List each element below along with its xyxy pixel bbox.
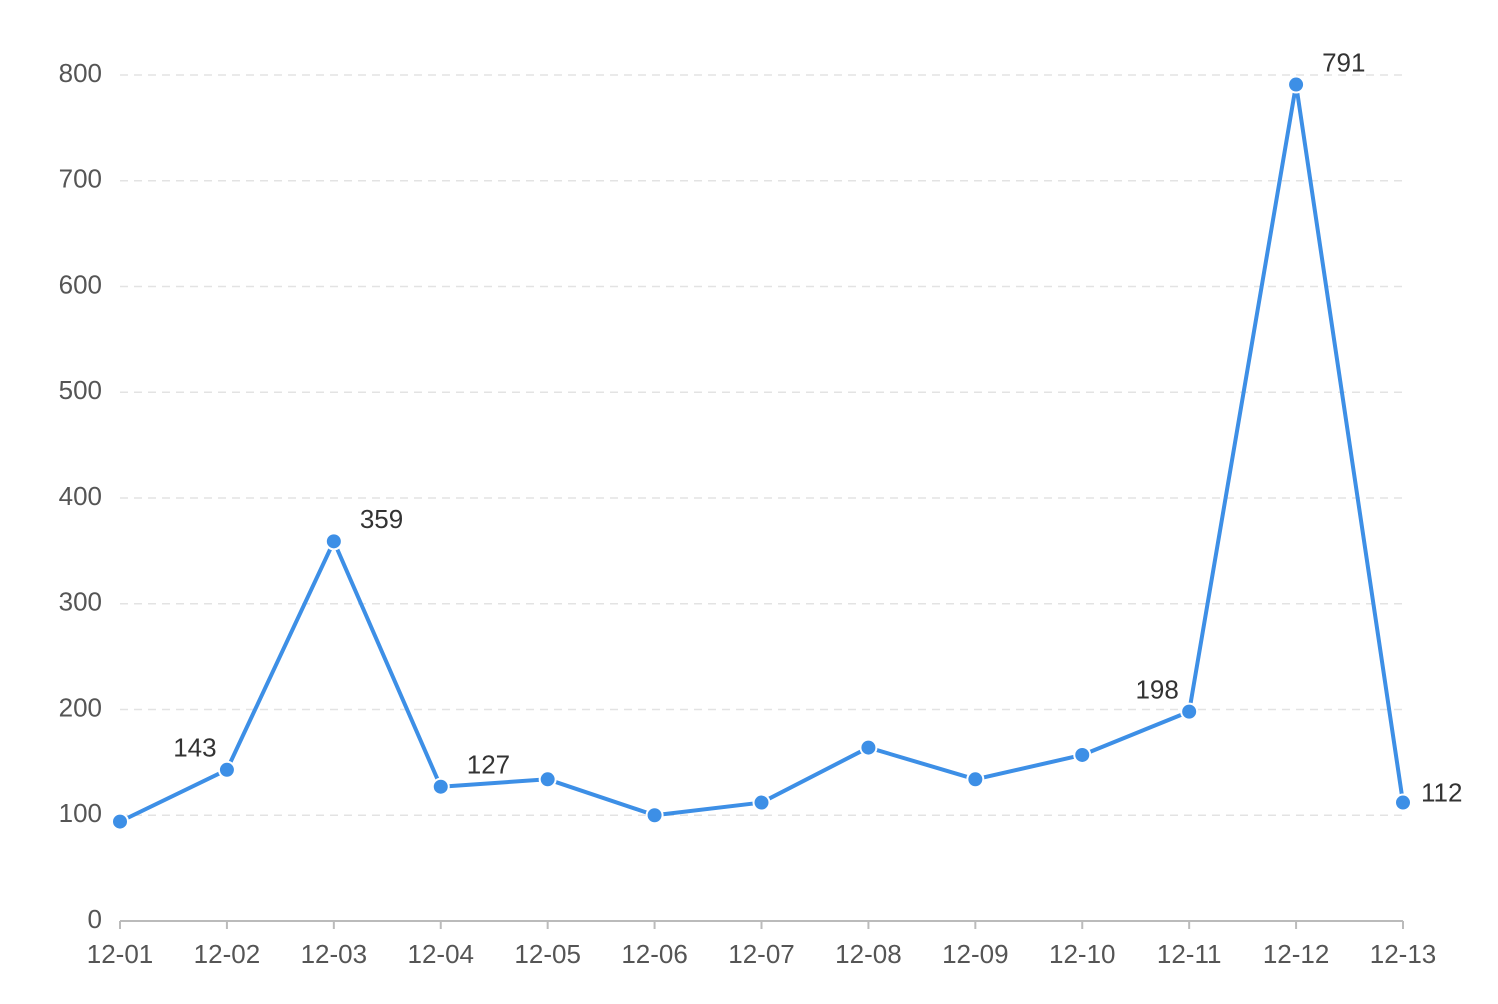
point (1287, 75, 1306, 94)
y-tick-label: 700 (59, 164, 102, 194)
x-tick-label: 12-04 (408, 939, 475, 969)
x-tick-label: 12-08 (835, 939, 902, 969)
point (111, 812, 129, 831)
point (752, 793, 771, 812)
x-tick-label: 12-10 (1049, 939, 1116, 969)
x-tick-label: 12-01 (87, 939, 154, 969)
point (217, 760, 236, 779)
y-tick-label: 0 (88, 904, 102, 934)
point (1394, 793, 1412, 812)
x-tick-label: 12-07 (728, 939, 795, 969)
value-label: 112 (1421, 777, 1462, 807)
point (324, 532, 343, 551)
x-tick-label: 12-03 (301, 939, 368, 969)
y-tick-label: 400 (59, 481, 102, 511)
x-tick-label: 12-02 (194, 939, 261, 969)
y-tick-label: 800 (59, 58, 102, 88)
y-tick-label: 500 (59, 375, 102, 405)
point (966, 770, 985, 789)
y-tick-label: 100 (59, 798, 102, 828)
value-label: 143 (173, 733, 216, 763)
point (1180, 702, 1199, 721)
y-tick-label: 600 (59, 269, 102, 299)
value-label: 198 (1135, 674, 1178, 704)
y-tick-label: 300 (59, 587, 102, 617)
value-label: 791 (1322, 47, 1365, 77)
point (538, 770, 557, 789)
point (1073, 745, 1092, 764)
x-tick-label: 12-05 (514, 939, 581, 969)
point (859, 738, 878, 757)
value-label: 127 (467, 750, 510, 780)
y-tick-label: 200 (59, 692, 102, 722)
x-tick-label: 12-06 (621, 939, 688, 969)
point (431, 777, 450, 796)
x-tick-label: 12-13 (1370, 939, 1437, 969)
x-tick-label: 12-11 (1157, 939, 1222, 969)
x-tick-label: 12-12 (1263, 939, 1330, 969)
line (119, 82, 1405, 824)
x-tick-label: 12-09 (942, 939, 1009, 969)
value-label: 359 (360, 504, 403, 534)
point (645, 806, 664, 825)
